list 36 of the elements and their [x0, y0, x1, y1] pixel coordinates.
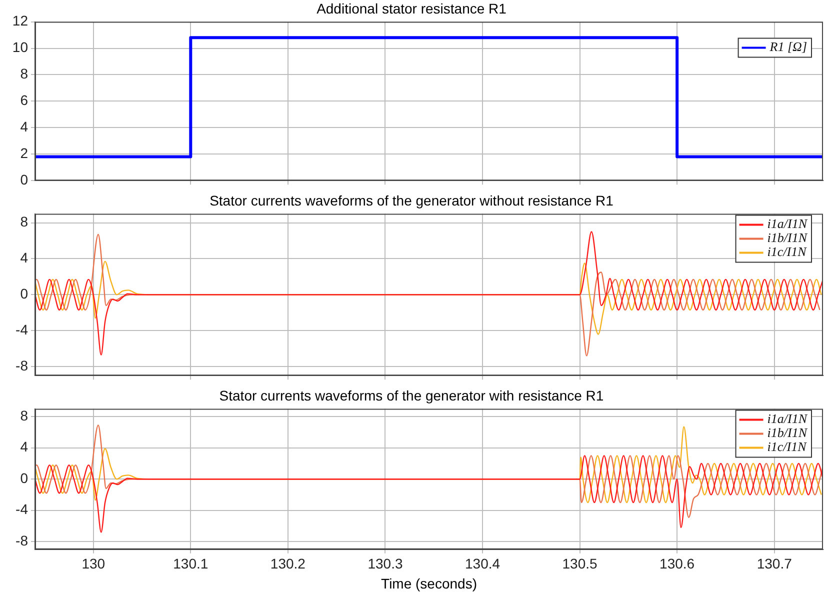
- legend-label: i1c/I1N: [767, 439, 808, 454]
- x-tick-label: 130.3: [368, 556, 403, 572]
- y-tick-label: -8: [16, 532, 28, 548]
- y-tick-label: -8: [16, 357, 28, 374]
- y-tick-label: 0: [20, 286, 28, 302]
- chart-title: Additional stator resistance R1: [316, 0, 507, 16]
- y-tick-label: 8: [20, 214, 28, 230]
- y-tick-label: 4: [20, 118, 28, 135]
- y-tick-label: 2: [20, 144, 28, 161]
- y-tick-label: 4: [20, 250, 28, 266]
- x-tick-label: 130.7: [756, 556, 792, 572]
- x-axis-title: Time (seconds): [381, 575, 477, 592]
- chart-title: Stator currents waveforms of the generator with resistance R1: [219, 387, 604, 404]
- legend-label: i1c/I1N: [767, 244, 808, 260]
- y-tick-label: 6: [20, 92, 28, 108]
- legend-label: i1a/I1N: [767, 216, 808, 232]
- x-tick-label: 130.4: [464, 556, 500, 572]
- y-tick-label: 0: [20, 470, 28, 486]
- x-tick-label: 130.5: [562, 556, 598, 572]
- y-tick-label: 4: [20, 438, 28, 455]
- x-tick-label: 130: [82, 556, 106, 572]
- y-tick-label: 0: [20, 171, 28, 188]
- legend-label: R1 [Ω]: [768, 39, 808, 54]
- y-tick-label: -4: [16, 501, 28, 518]
- y-tick-label: 8: [20, 66, 28, 82]
- y-tick-label: 8: [20, 407, 28, 424]
- x-tick-label: 130.2: [270, 556, 306, 572]
- x-tick-label: 130.1: [173, 556, 208, 572]
- chart-title: Stator currents waveforms of the generator without resistance R1: [210, 192, 614, 208]
- y-tick-label: 12: [12, 12, 28, 29]
- legend-label: i1a/I1N: [767, 411, 808, 426]
- y-tick-label: -4: [16, 322, 28, 338]
- legend-label: i1b/I1N: [767, 425, 808, 440]
- x-tick-label: 130.6: [660, 556, 695, 572]
- y-tick-label: 10: [12, 39, 28, 56]
- legend-label: i1b/I1N: [767, 230, 808, 246]
